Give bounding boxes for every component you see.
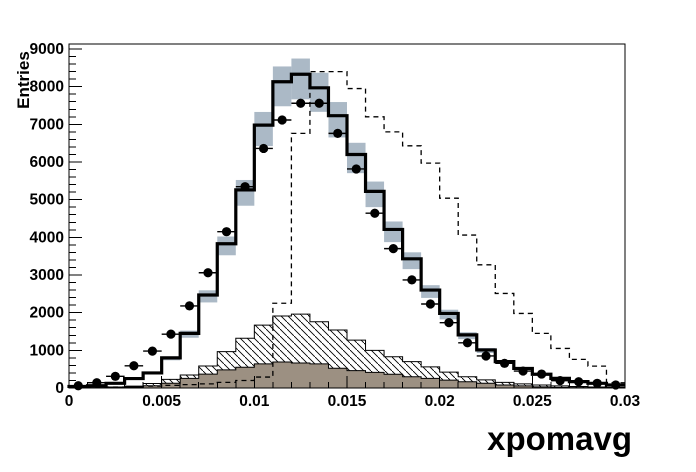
- data-point-marker: [184, 301, 195, 311]
- data-point-marker: [73, 381, 83, 391]
- systematic-band-bin: [402, 252, 422, 270]
- data-point-marker: [296, 98, 306, 108]
- x-tick-label: 0.02: [425, 393, 455, 410]
- y-tick-label: 4000: [30, 229, 64, 246]
- y-tick-label: 9000: [30, 41, 64, 58]
- x-tick-label: 0.015: [328, 393, 367, 410]
- y-axis-title: Entries: [14, 51, 33, 109]
- data-point-marker: [555, 376, 565, 386]
- systematic-band-bin: [365, 181, 385, 208]
- data-point-marker: [203, 268, 213, 278]
- data-point-marker: [147, 346, 157, 356]
- y-tick-label: 7000: [30, 116, 64, 133]
- systematic-band-bin: [347, 142, 366, 174]
- systematic-band-bin: [254, 111, 273, 147]
- y-tick-label: 1000: [30, 342, 64, 359]
- data-point-marker: [611, 380, 621, 390]
- data-point-marker: [110, 371, 120, 381]
- data-point-marker: [462, 338, 473, 348]
- data-point-marker: [259, 143, 269, 154]
- x-tick-label: 0.025: [513, 393, 552, 410]
- x-tick-label: 0.005: [142, 393, 181, 410]
- y-tick-label: 0: [55, 380, 64, 397]
- x-tick-label: 0.03: [610, 393, 641, 410]
- solid-histogram-line: [67, 72, 625, 389]
- data-point-marker: [129, 361, 139, 371]
- y-tick-label: 6000: [30, 154, 64, 171]
- data-point-marker: [592, 378, 602, 388]
- systematic-band-bin: [328, 102, 347, 138]
- systematic-band-bin: [217, 236, 236, 256]
- data-point-marker: [221, 227, 232, 237]
- x-tick-label: 0.01: [239, 393, 270, 410]
- data-point-marker: [314, 98, 324, 108]
- y-tick-label: 3000: [30, 267, 64, 284]
- y-tick-label: 2000: [30, 305, 64, 322]
- data-point-marker: [444, 318, 454, 328]
- data-point-marker: [537, 369, 547, 379]
- data-point-marker: [407, 275, 417, 285]
- systematic-band-bin: [291, 58, 310, 100]
- data-point-marker: [277, 115, 287, 125]
- data-point-marker: [92, 378, 102, 388]
- systematic-band-bin: [309, 72, 329, 112]
- x-tick-label: 0: [65, 393, 74, 410]
- dashed-histogram-line: [68, 70, 625, 389]
- x-axis-title: xpomavg: [487, 420, 632, 457]
- data-point-marker: [518, 366, 528, 376]
- data-point-marker: [370, 208, 380, 218]
- data-point-marker: [388, 244, 398, 254]
- data-point-marker: [425, 299, 435, 309]
- data-point-marker: [351, 164, 361, 174]
- systematic-band-bin: [384, 221, 403, 243]
- y-tick-label: 8000: [30, 79, 64, 96]
- data-point-marker: [333, 128, 343, 138]
- data-point-marker: [166, 329, 176, 339]
- data-point-marker: [499, 358, 510, 368]
- systematic-band-bin: [272, 66, 292, 107]
- data-point-marker: [574, 377, 584, 387]
- y-tick-label: 5000: [30, 192, 64, 209]
- data-point-marker: [240, 182, 250, 192]
- data-point-marker: [481, 351, 491, 361]
